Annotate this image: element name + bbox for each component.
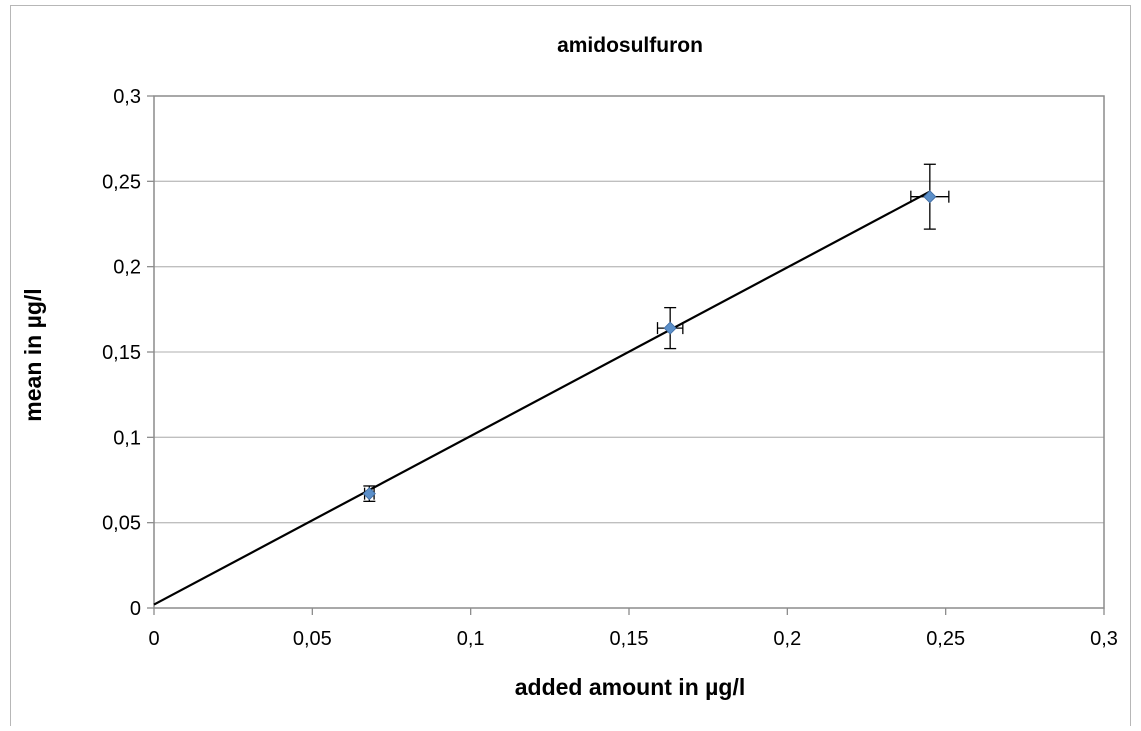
error-bars [363, 163, 950, 502]
chart-frame [10, 5, 1131, 726]
x-tick-label: 0,3 [1090, 628, 1118, 650]
y-tick-label: 0,3 [113, 86, 141, 108]
y-tick-labels: 0 0,05 0,1 0,15 0,2 0,25 0,3 [102, 86, 141, 620]
x-tick-label: 0,2 [773, 628, 801, 650]
plot-area [153, 95, 1105, 609]
data-point [923, 190, 937, 204]
y-tick-label: 0 [130, 598, 141, 620]
x-tick-label: 0 [148, 628, 159, 650]
y-tick-label: 0,15 [102, 342, 141, 364]
x-tick-labels: 0 0,05 0,1 0,15 0,2 0,25 0,3 [148, 628, 1117, 650]
trendline-group [153, 190, 931, 606]
chart-title: amidosulfuron [557, 34, 703, 57]
x-tick-label: 0,1 [457, 628, 485, 650]
gridlines [147, 95, 1105, 615]
data-point [663, 321, 677, 335]
trendline [153, 190, 931, 606]
x-axis-title: added amount in µg/l [515, 674, 745, 700]
data-point [362, 487, 376, 501]
x-tick-label: 0,25 [926, 628, 965, 650]
x-tick-label: 0,05 [293, 628, 332, 650]
y-tick-label: 0,25 [102, 171, 141, 193]
y-tick-label: 0,1 [113, 427, 141, 449]
y-tick-label: 0,2 [113, 257, 141, 279]
y-axis-title: mean in µg/l [20, 288, 46, 421]
y-tick-label: 0,05 [102, 513, 141, 535]
x-tick-label: 0,15 [610, 628, 649, 650]
data-points [362, 190, 937, 501]
